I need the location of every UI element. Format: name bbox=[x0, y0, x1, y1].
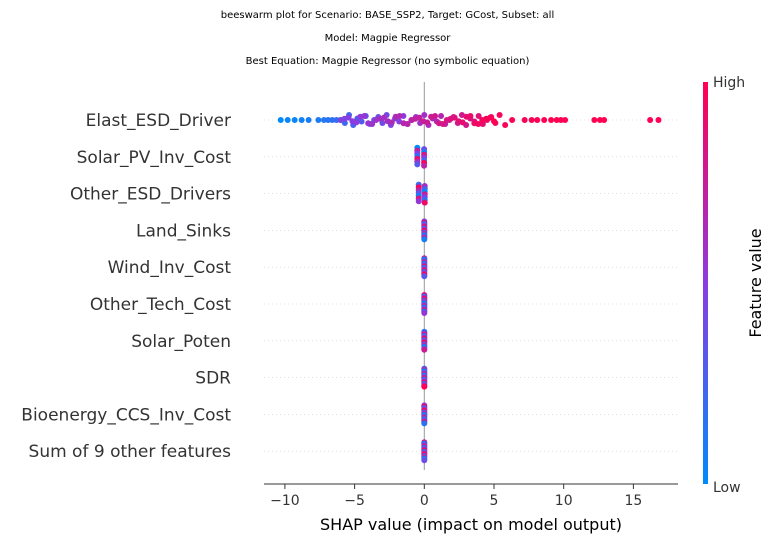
shap-point bbox=[404, 121, 411, 127]
shap-point bbox=[432, 113, 439, 119]
shap-point bbox=[601, 117, 608, 123]
x-axis-ticks: −10 −5 0 5 10 15 bbox=[270, 484, 642, 509]
shap-point bbox=[475, 121, 482, 127]
shap-point bbox=[421, 346, 428, 353]
shap-point bbox=[439, 121, 446, 127]
feature-label: Solar_Poten bbox=[131, 332, 231, 352]
shap-point bbox=[647, 117, 654, 123]
shap-point bbox=[475, 113, 482, 119]
shap-point bbox=[528, 117, 535, 123]
feature-labels: Elast_ESD_Driver Solar_PV_Inv_Cost Other_E… bbox=[21, 111, 231, 462]
shap-point bbox=[421, 383, 428, 390]
shap-point bbox=[421, 457, 428, 464]
shap-point bbox=[291, 117, 298, 123]
shap-point bbox=[353, 119, 360, 126]
row-grid-lines bbox=[264, 119, 678, 452]
shap-point bbox=[438, 113, 445, 119]
shap-point bbox=[345, 114, 352, 121]
feature-label: Solar_PV_Inv_Cost bbox=[77, 148, 232, 168]
feature-label: SDR bbox=[195, 369, 231, 389]
shap-point bbox=[421, 310, 428, 316]
shap-point bbox=[421, 273, 428, 280]
chart-title: beeswarm plot for Scenario: BASE_SSP2, T… bbox=[220, 10, 555, 21]
shap-point bbox=[534, 117, 541, 123]
shap-point bbox=[502, 122, 509, 128]
feature-label: Elast_ESD_Driver bbox=[86, 111, 231, 131]
x-tick-label: 5 bbox=[490, 493, 499, 509]
shap-point bbox=[424, 119, 431, 126]
shap-point bbox=[388, 119, 395, 126]
x-tick-label: 10 bbox=[555, 493, 573, 509]
shap-point bbox=[414, 161, 421, 168]
shap-point bbox=[333, 117, 340, 123]
shap-point bbox=[521, 117, 528, 123]
shap-point bbox=[459, 119, 466, 126]
shap-point bbox=[548, 117, 555, 123]
feature-label: Bioenergy_CCS_Inv_Cost bbox=[21, 405, 231, 425]
shap-point bbox=[361, 113, 368, 119]
shap-point bbox=[315, 117, 322, 123]
feature-label: Wind_Inv_Cost bbox=[108, 258, 232, 278]
shap-point bbox=[421, 236, 428, 243]
shap-point bbox=[451, 114, 458, 121]
shap-point bbox=[369, 121, 376, 127]
feature-label: Sum of 9 other features bbox=[29, 442, 232, 462]
shap-point bbox=[421, 162, 428, 169]
shap-point bbox=[320, 117, 327, 123]
x-tick-label: −5 bbox=[344, 493, 365, 509]
x-tick-label: 0 bbox=[420, 493, 429, 509]
shap-point bbox=[467, 113, 474, 119]
shap-point bbox=[496, 112, 503, 118]
colorbar-title: Feature value bbox=[746, 228, 765, 337]
shap-point bbox=[329, 117, 336, 123]
shap-point bbox=[416, 114, 423, 121]
chart-subtitle-equation: Best Equation: Magpie Regressor (no symb… bbox=[245, 56, 530, 67]
shap-point bbox=[358, 118, 365, 125]
shap-point bbox=[415, 198, 422, 205]
shap-point bbox=[596, 117, 603, 123]
shap-point bbox=[509, 117, 516, 123]
feature-label: Other_ESD_Drivers bbox=[70, 185, 231, 205]
shap-point bbox=[421, 199, 428, 206]
feature-label: Other_Tech_Cost bbox=[90, 295, 231, 315]
shap-point bbox=[541, 117, 548, 123]
shap-point bbox=[562, 117, 569, 123]
x-tick-label: 15 bbox=[624, 493, 642, 509]
colorbar bbox=[703, 82, 708, 484]
colorbar-low-label: Low bbox=[713, 480, 741, 496]
chart-subtitle-model: Model: Magpie Regressor bbox=[324, 33, 451, 44]
shap-point bbox=[396, 113, 403, 119]
shap-point bbox=[421, 112, 428, 118]
points-layer bbox=[277, 112, 662, 464]
shap-point bbox=[591, 117, 598, 123]
shap-point bbox=[655, 117, 662, 123]
shap-point bbox=[458, 112, 465, 118]
shap-point bbox=[284, 117, 291, 123]
x-axis-label: SHAP value (impact on model output) bbox=[320, 515, 622, 534]
feature-label: Land_Sinks bbox=[136, 221, 231, 241]
x-tick-label: −10 bbox=[270, 493, 300, 509]
shap-point bbox=[487, 114, 494, 121]
shap-point bbox=[277, 117, 284, 123]
shap-point bbox=[325, 117, 332, 123]
shap-point bbox=[557, 117, 564, 123]
shap-point bbox=[553, 117, 560, 123]
shap-point bbox=[298, 117, 305, 123]
shap-point bbox=[305, 117, 312, 123]
shap-point bbox=[380, 114, 387, 121]
colorbar-high-label: High bbox=[713, 75, 745, 91]
shap-point bbox=[421, 420, 428, 427]
shap-point bbox=[491, 118, 497, 125]
